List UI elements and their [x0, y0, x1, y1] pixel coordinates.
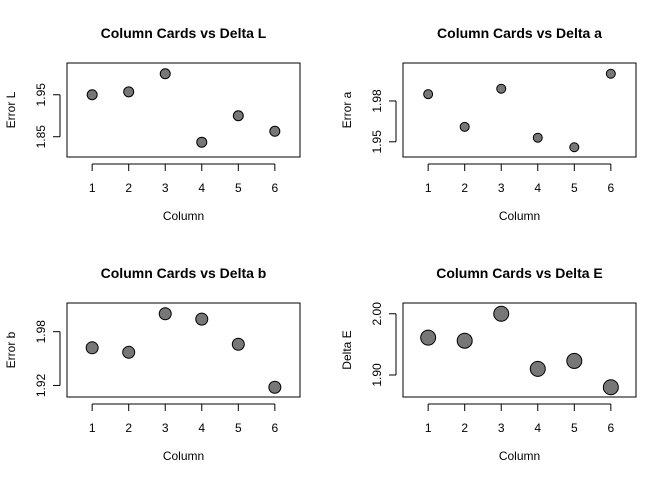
- data-point: [532, 132, 543, 143]
- data-point: [195, 312, 209, 326]
- x-axis-title: Column: [163, 449, 204, 463]
- data-point: [423, 89, 434, 100]
- data-point: [493, 305, 510, 322]
- y-tick-label: 1.98: [34, 320, 48, 344]
- y-axis-title: Error b: [4, 331, 18, 368]
- panel-delta-e: Column Cards vs Delta E Column Delta E 1…: [340, 265, 637, 463]
- data-point: [605, 68, 616, 79]
- y-tick-label: 1.95: [34, 83, 48, 107]
- chart-title: Column Cards vs Delta b: [101, 265, 267, 281]
- y-tick-label: 1.95: [370, 130, 384, 154]
- data-point: [456, 332, 473, 349]
- x-tick-label: 1: [89, 181, 96, 195]
- x-tick-label: 5: [571, 421, 578, 435]
- x-tick-label: 4: [198, 181, 205, 195]
- x-tick-label: 3: [498, 181, 505, 195]
- panel-delta-a: Column Cards vs Delta a Column Error a 1…: [340, 25, 637, 223]
- data-point: [159, 68, 171, 80]
- plot-frame: [402, 62, 637, 158]
- plot-frame: [402, 302, 637, 398]
- x-tick-label: 2: [461, 421, 468, 435]
- data-point: [268, 380, 282, 394]
- x-tick-label: 5: [571, 181, 578, 195]
- data-point: [529, 360, 546, 377]
- x-tick-label: 2: [125, 181, 132, 195]
- x-tick-label: 4: [534, 181, 541, 195]
- data-point: [569, 142, 580, 153]
- data-point: [86, 89, 98, 101]
- data-point: [231, 337, 245, 351]
- x-tick-label: 6: [607, 421, 614, 435]
- data-point: [122, 345, 136, 359]
- x-tick-label: 6: [607, 181, 614, 195]
- panel-delta-l: Column Cards vs Delta L Column Error L 1…: [4, 25, 301, 223]
- x-tick-label: 1: [425, 421, 432, 435]
- y-axis-title: Delta E: [340, 330, 354, 369]
- data-point: [566, 352, 583, 369]
- chart-title: Column Cards vs Delta E: [436, 265, 603, 281]
- x-axis-title: Column: [499, 449, 540, 463]
- y-axis-title: Error a: [340, 91, 354, 128]
- y-tick-label: 1.98: [370, 89, 384, 113]
- x-tick-label: 1: [425, 181, 432, 195]
- y-tick-label: 1.92: [34, 373, 48, 397]
- x-tick-label: 6: [271, 181, 278, 195]
- x-tick-label: 3: [162, 181, 169, 195]
- data-point: [123, 86, 135, 98]
- x-tick-label: 2: [461, 181, 468, 195]
- y-axis-title: Error L: [4, 91, 18, 128]
- y-tick-label: 2.00: [370, 302, 384, 326]
- x-tick-label: 2: [125, 421, 132, 435]
- x-tick-label: 4: [198, 421, 205, 435]
- data-point: [158, 307, 172, 321]
- data-point: [85, 341, 99, 355]
- chart-title: Column Cards vs Delta L: [101, 25, 267, 41]
- data-point: [232, 110, 244, 122]
- y-tick-label: 1.85: [34, 125, 48, 149]
- x-axis-title: Column: [499, 209, 540, 223]
- x-tick-label: 4: [534, 421, 541, 435]
- data-point: [269, 125, 281, 137]
- x-tick-label: 5: [235, 421, 242, 435]
- data-point: [459, 121, 470, 132]
- plot-frame: [66, 302, 301, 398]
- x-axis-title: Column: [163, 209, 204, 223]
- data-point: [496, 83, 507, 94]
- data-point: [602, 379, 619, 396]
- chart-title: Column Cards vs Delta a: [437, 25, 602, 41]
- y-tick-label: 1.90: [370, 363, 384, 387]
- x-tick-label: 5: [235, 181, 242, 195]
- x-tick-label: 3: [498, 421, 505, 435]
- data-point: [420, 329, 437, 346]
- panel-delta-b: Column Cards vs Delta b Column Error b 1…: [4, 265, 301, 463]
- x-tick-label: 1: [89, 421, 96, 435]
- data-point: [196, 136, 208, 148]
- x-tick-label: 3: [162, 421, 169, 435]
- x-tick-label: 6: [271, 421, 278, 435]
- plot-frame: [66, 62, 301, 158]
